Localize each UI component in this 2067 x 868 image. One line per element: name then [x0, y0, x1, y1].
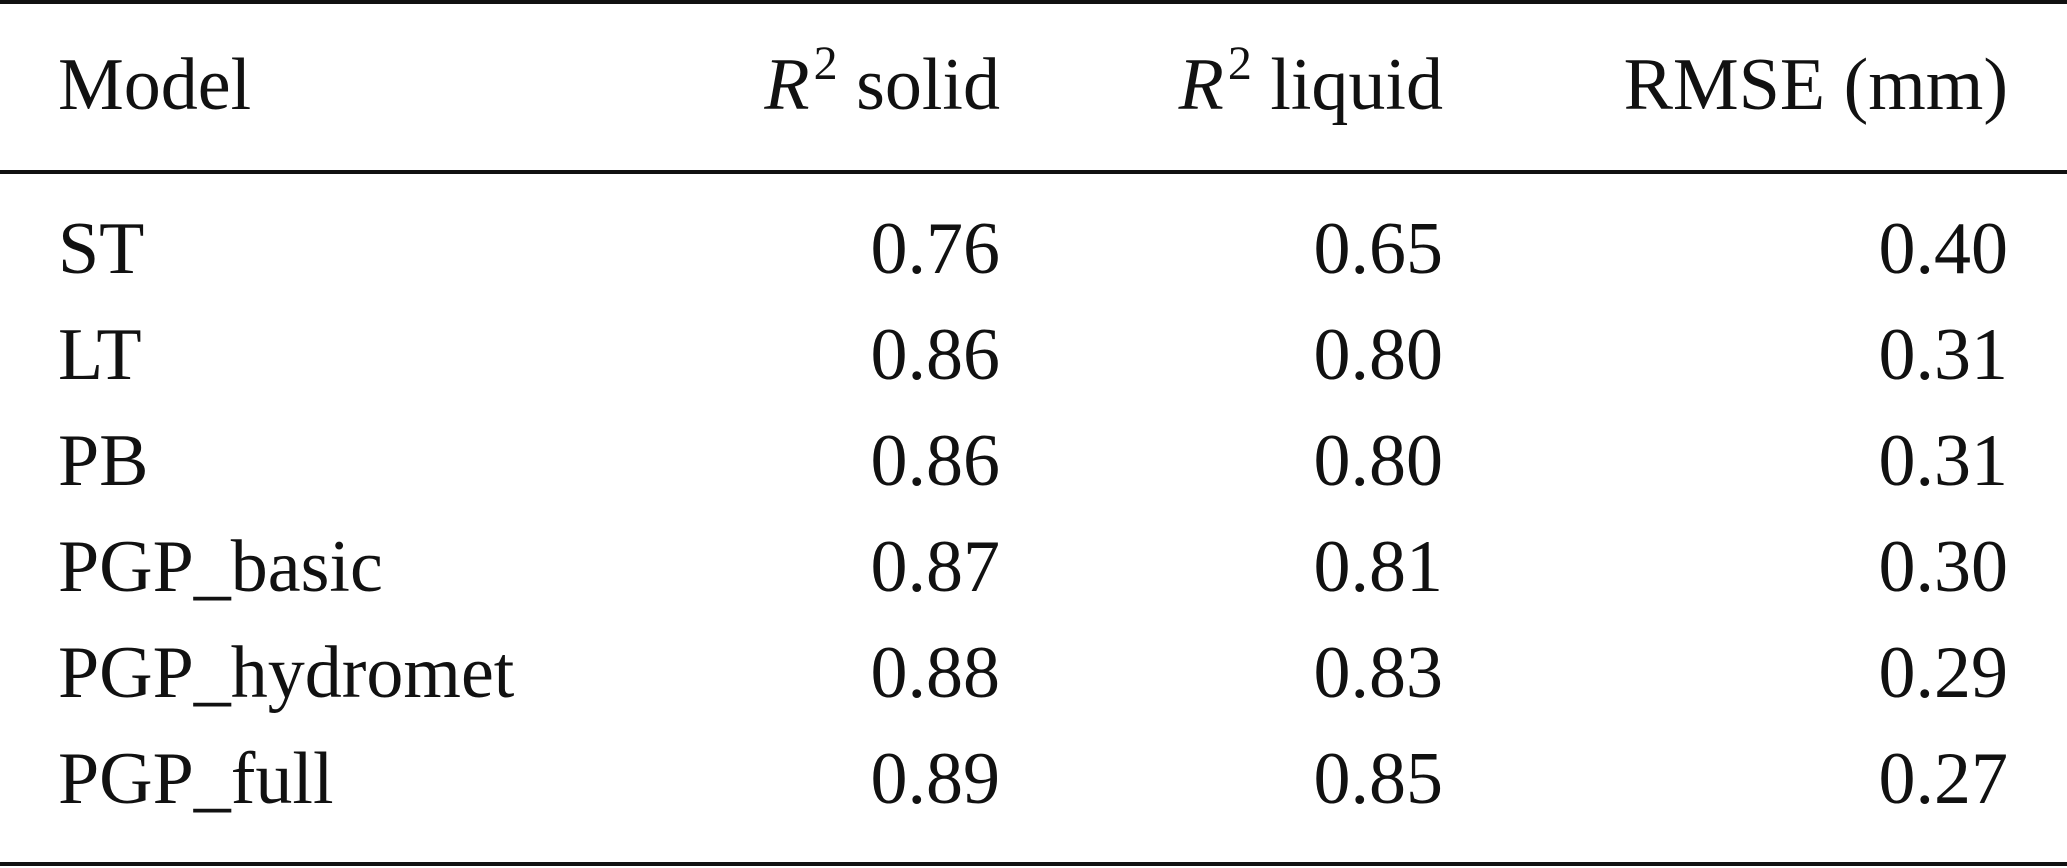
cell-r2-liquid: 0.80 [1313, 314, 1444, 396]
cell-model: ST [58, 208, 145, 290]
cell-model: PGP_hydromet [58, 632, 515, 714]
header-r2-liquid: R2 liquid [1179, 40, 1443, 123]
r2-exponent: 2 [1227, 37, 1252, 90]
cell-r2-solid: 0.76 [870, 208, 1001, 290]
cell-rmse: 0.40 [1878, 208, 2009, 290]
top-rule [0, 0, 2067, 4]
cell-rmse: 0.27 [1878, 738, 2009, 820]
header-model: Model [58, 44, 252, 126]
cell-r2-solid: 0.89 [870, 738, 1001, 820]
cell-model: PGP_full [58, 738, 334, 820]
cell-rmse: 0.31 [1878, 420, 2009, 502]
header-rule [0, 170, 2067, 174]
cell-rmse: 0.30 [1878, 526, 2009, 608]
cell-r2-solid: 0.88 [870, 632, 1001, 714]
cell-r2-liquid: 0.65 [1313, 208, 1444, 290]
cell-r2-liquid: 0.85 [1313, 738, 1444, 820]
cell-r2-solid: 0.87 [870, 526, 1001, 608]
cell-model: PGP_basic [58, 526, 383, 608]
cell-r2-solid: 0.86 [870, 314, 1001, 396]
cell-rmse: 0.31 [1878, 314, 2009, 396]
cell-model: PB [58, 420, 149, 502]
r2-exponent: 2 [813, 37, 838, 90]
cell-r2-liquid: 0.83 [1313, 632, 1444, 714]
bottom-rule [0, 862, 2067, 866]
header-liquid-label: liquid [1251, 44, 1443, 126]
r2-symbol: R [1178, 44, 1224, 126]
cell-rmse: 0.29 [1878, 632, 2009, 714]
cell-r2-solid: 0.86 [870, 420, 1001, 502]
cell-r2-liquid: 0.81 [1313, 526, 1444, 608]
cell-r2-liquid: 0.80 [1313, 420, 1444, 502]
r2-symbol: R [764, 44, 810, 126]
cell-model: LT [58, 314, 142, 396]
header-r2-solid: R2 solid [764, 40, 1000, 123]
header-solid-label: solid [837, 44, 1000, 126]
header-rmse: RMSE (mm) [1623, 44, 2008, 126]
